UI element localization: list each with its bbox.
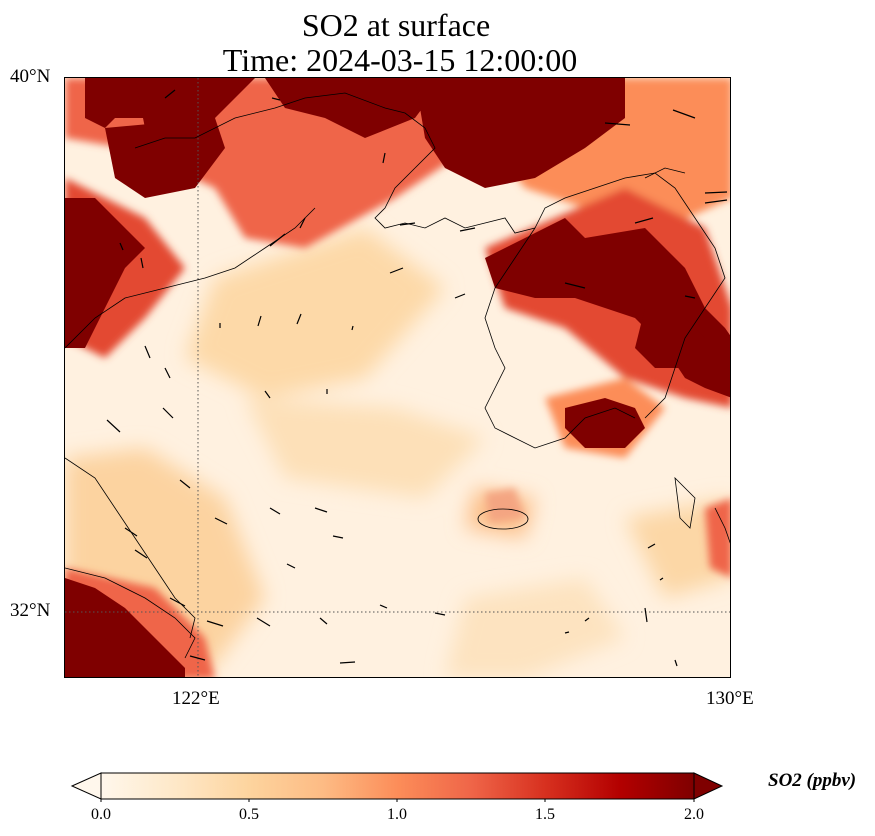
lat-label-32n: 32°N — [10, 600, 51, 621]
map-title-line1: SO2 at surface — [301, 7, 491, 43]
colorbar — [70, 770, 725, 804]
high-concentration-areas — [65, 78, 730, 677]
colorbar-tick-0: 0.0 — [91, 806, 111, 823]
colorbar-tick-1-5: 1.5 — [535, 806, 555, 823]
so2-field-map — [65, 78, 730, 677]
colorbar-label: SO2 (ppbv) — [768, 770, 857, 791]
colorbar-extend-max — [693, 772, 724, 800]
map-title-line2: Time: 2024-03-15 12:00:00 — [222, 42, 578, 78]
colorbar-tick-1: 1.0 — [387, 806, 407, 823]
colorbar-tick-0-5: 0.5 — [239, 806, 259, 823]
wind-vectors — [106, 89, 728, 667]
coastlines — [65, 92, 730, 659]
lon-label-130e: 130°E — [706, 688, 754, 709]
colorbar-extend-min — [70, 772, 102, 800]
colorbar-gradient — [100, 772, 695, 800]
lon-label-122e: 122°E — [172, 688, 220, 709]
colorbar-tick-2: 2.0 — [684, 806, 704, 823]
lat-label-40n: 40°N — [10, 66, 51, 87]
map-panel — [64, 77, 731, 678]
